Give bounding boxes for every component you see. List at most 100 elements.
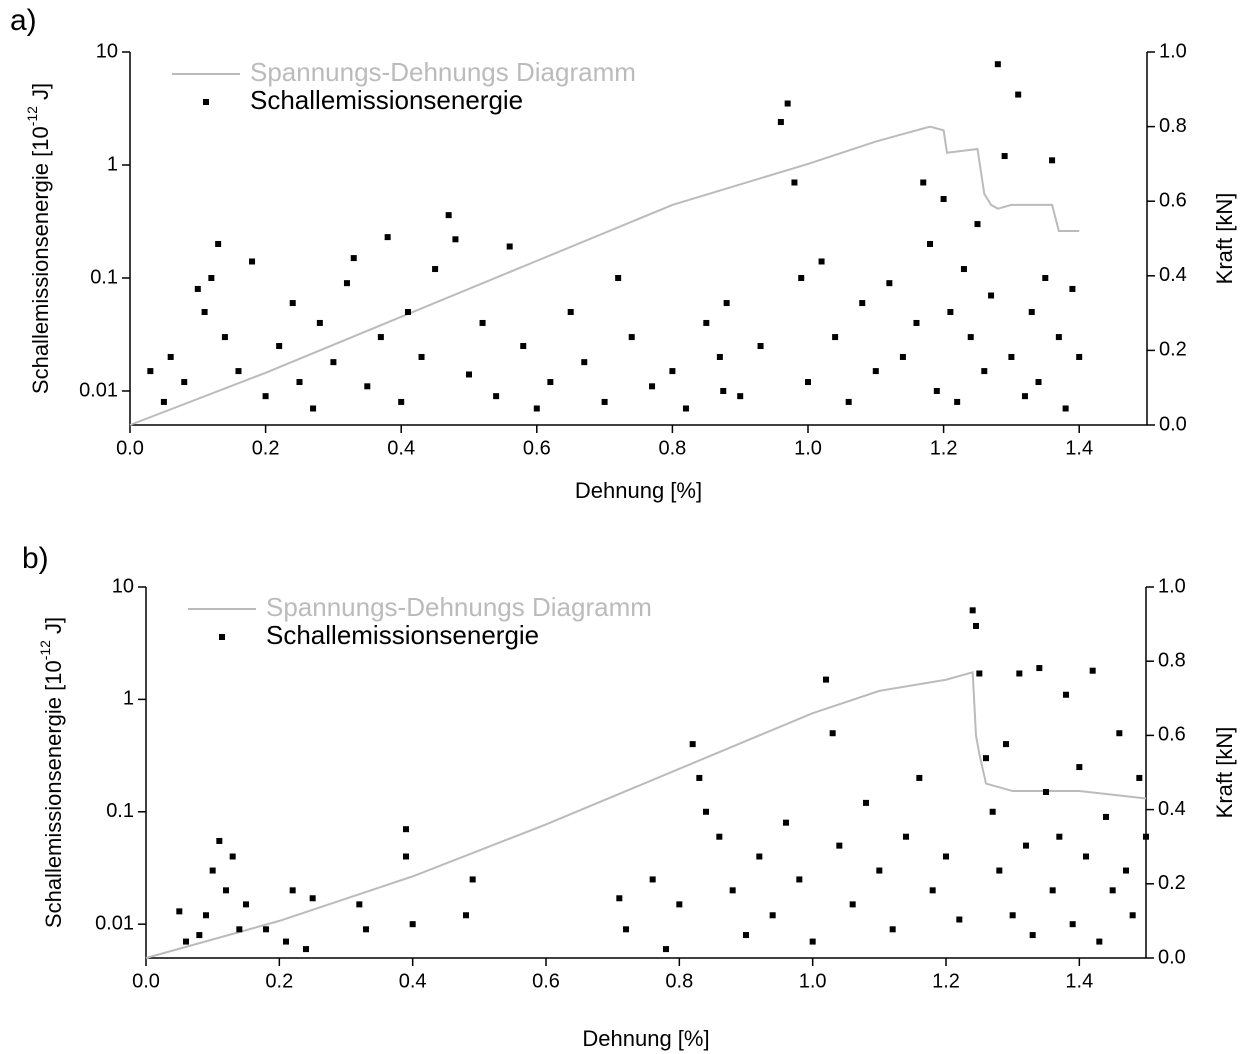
scatter-point: [649, 876, 656, 883]
scatter-point: [943, 853, 949, 860]
scatter-point: [203, 912, 209, 919]
scatter-point: [377, 334, 384, 341]
scatter-point: [404, 309, 411, 316]
legend-label: Schallemissionsenergie: [266, 620, 539, 650]
y2-tick-label: 0.8: [1158, 649, 1186, 671]
scatter-point: [235, 368, 242, 375]
scatter-point: [669, 368, 676, 375]
scatter-point: [615, 274, 622, 281]
scatter-point: [872, 368, 879, 375]
scatter-point: [520, 343, 527, 350]
scatter-point: [903, 833, 909, 840]
scatter-point: [974, 221, 981, 228]
y-tick-label: 1: [107, 153, 118, 175]
y2-tick-label: 0.0: [1159, 413, 1187, 435]
scatter-point: [1029, 932, 1036, 939]
x-axis-label: Dehnung [%]: [575, 478, 702, 503]
x-tick-label: 0.6: [523, 437, 551, 459]
panel: a) 0.0 0.2 0.4 0.6 0.8 1.0 1.2 1.4 0.01 0.1 1 10 0.0 0…: [10, 4, 1237, 503]
scatter-point: [581, 359, 588, 366]
scatter-point: [729, 887, 736, 894]
scatter-point: [983, 755, 989, 762]
scatter-point: [988, 292, 995, 299]
y-tick-label: 10: [96, 40, 118, 62]
scatter-point: [1008, 353, 1015, 360]
y2-tick-label: 1.0: [1159, 40, 1187, 62]
scatter-point: [1036, 665, 1043, 672]
scatter-point: [1028, 309, 1035, 316]
x-tick-label: 0.8: [658, 437, 686, 459]
scatter-point: [216, 837, 223, 844]
x-tick-label: 0.8: [665, 970, 693, 992]
scatter-point: [343, 280, 350, 287]
scatter-point: [364, 383, 371, 390]
y2-axis-label: Kraft [kN]: [1212, 193, 1237, 285]
scatter-point: [849, 901, 856, 908]
scatter-point: [243, 901, 249, 908]
legend-label: Spannungs-Dehnungs Diagramm: [266, 592, 652, 622]
scatter-point: [506, 243, 513, 250]
scatter-point: [432, 266, 439, 273]
scatter-point: [805, 379, 811, 386]
scatter-point: [737, 393, 744, 400]
scatter-point: [1083, 853, 1089, 860]
x-tick-label: 0.2: [252, 437, 280, 459]
force-line: [145, 671, 1147, 959]
scatter-point: [1056, 833, 1063, 840]
scatter-point: [676, 901, 683, 908]
scatter-point: [989, 808, 996, 815]
scatter-point: [809, 938, 816, 945]
scatter-point: [886, 280, 893, 287]
panel: b) 0.0 0.2 0.4 0.6 0.8 1.0 1.2 1.4 0.01 0.1 1 10 0.0 0…: [22, 542, 1237, 1051]
y2-axis-label: Kraft [kN]: [1212, 727, 1237, 819]
scatter-point: [981, 368, 988, 375]
scatter-point: [147, 368, 154, 375]
y-axis-label-exponent: -12: [37, 640, 53, 660]
scatter-point: [994, 61, 1001, 68]
scatter-point: [829, 730, 836, 737]
scatter-point: [798, 274, 805, 281]
legend-label: Spannungs-Dehnungs Diagramm: [250, 57, 636, 87]
scatter-point: [628, 334, 635, 341]
scatter-point: [403, 853, 409, 860]
y-tick-label: 0.1: [90, 266, 118, 288]
scatter-point: [1003, 741, 1009, 748]
panel-label: b): [22, 542, 49, 575]
scatter-point: [1049, 887, 1056, 894]
scatter-point: [832, 334, 839, 341]
scatter-point: [533, 405, 540, 412]
scatter-point: [221, 334, 228, 341]
scatter-point: [623, 926, 629, 933]
scatter-point: [940, 196, 947, 203]
scatter-point: [196, 932, 203, 939]
scatter-point: [996, 867, 1003, 874]
scatter-point: [1021, 393, 1028, 400]
scatter-point: [1069, 285, 1076, 292]
scatter-point: [1001, 153, 1008, 160]
scatter-point: [933, 387, 940, 394]
scatter-point: [899, 353, 906, 360]
scatter-point: [160, 398, 167, 405]
y2-tick-label: 0.2: [1159, 339, 1187, 361]
scatter-point: [954, 398, 961, 405]
scatter-point: [967, 334, 974, 341]
scatter-point: [445, 212, 452, 219]
scatter-point: [1062, 405, 1069, 412]
scatter-point: [466, 371, 472, 378]
scatter-point: [1143, 833, 1149, 840]
scatter-point: [167, 353, 174, 360]
scatter-point: [723, 300, 730, 307]
scatter-point: [845, 398, 852, 405]
scatter-point: [283, 938, 289, 945]
x-tick-label: 0.6: [532, 970, 560, 992]
scatter-point: [960, 266, 967, 273]
scatter-point: [601, 398, 608, 405]
scatter-point: [969, 607, 976, 614]
y-tick-label: 10: [112, 575, 134, 597]
scatter-point: [777, 119, 784, 126]
scatter-point: [493, 393, 500, 400]
scatter-point: [310, 405, 317, 412]
scatter-point: [757, 343, 764, 350]
scatter-point: [696, 774, 703, 781]
scatter-point: [215, 240, 222, 247]
